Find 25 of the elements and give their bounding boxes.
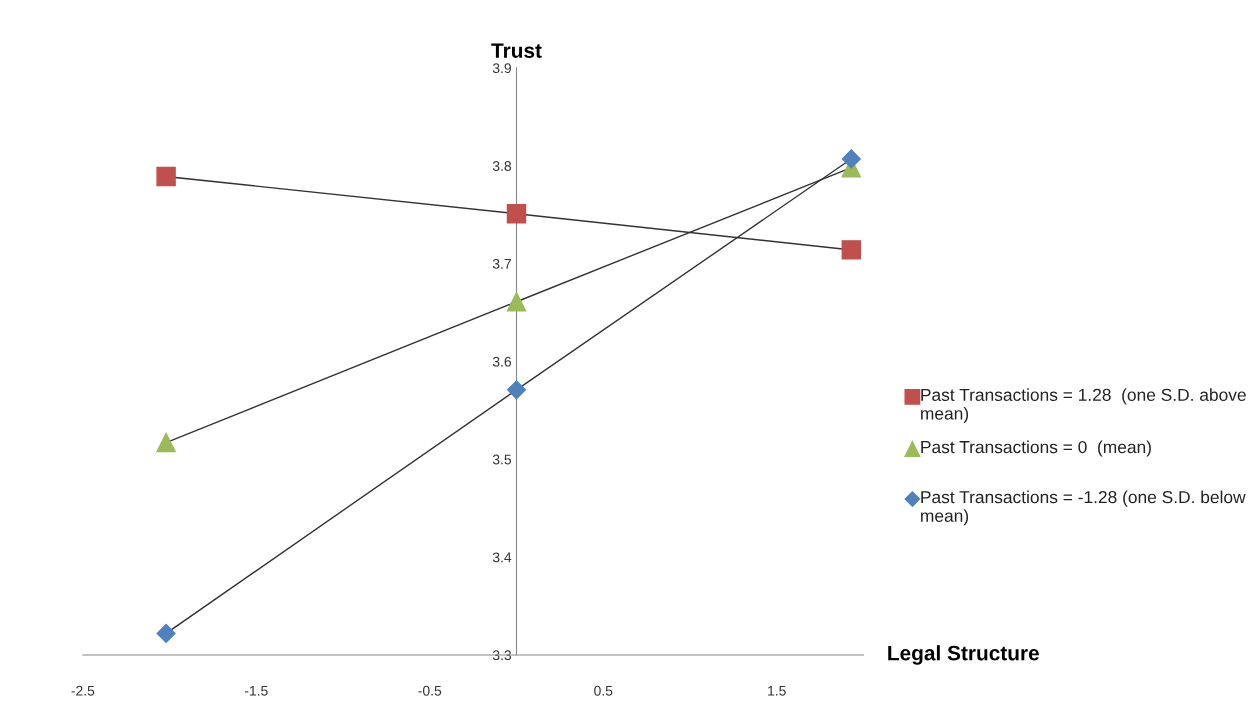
point (506, 203, 527, 224)
y-tick-label: 3.3 (492, 650, 512, 661)
point (156, 623, 176, 643)
y-tick-label: 3.5 (492, 454, 512, 465)
y-tick-label: 3.8 (492, 161, 512, 171)
y-axis-title: Trust (491, 43, 542, 58)
point (841, 149, 861, 169)
y-tick-label: 3.9 (492, 63, 511, 74)
x-tick-label: 0.5 (594, 685, 613, 696)
point (841, 240, 862, 260)
legend-label: Past Transactions = 0 (mean) (921, 440, 1151, 457)
y-tick-label: 3.7 (492, 258, 511, 269)
point (506, 292, 527, 312)
x-axis-title: Legal Structure (888, 645, 1039, 665)
point (156, 432, 176, 453)
legend-label: Past Transactions = -1.28 (one S.D. below mean) (921, 490, 1246, 526)
legend-label: Past Transactions = 1.28 (one S.D. above mean) (921, 388, 1246, 424)
y-tick-label: 3.6 (492, 356, 512, 367)
x-tick-label: -2.5 (71, 685, 95, 696)
y-tick-label: 3.4 (492, 552, 512, 563)
point (506, 380, 527, 400)
x-tick-label: -0.5 (418, 685, 442, 696)
x-tick-label: 1.5 (768, 686, 786, 696)
point (156, 166, 176, 187)
x-tick-label: -1.5 (244, 686, 268, 696)
